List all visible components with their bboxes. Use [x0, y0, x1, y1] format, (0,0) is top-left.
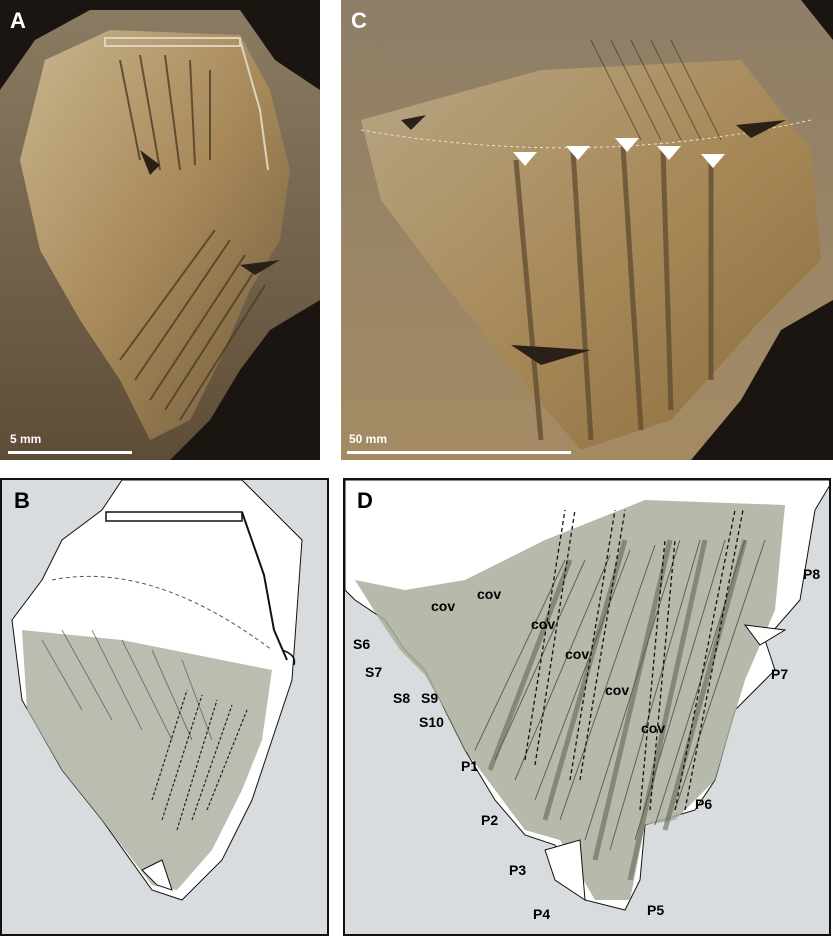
panel-b-feather-drawing [11, 480, 303, 901]
panel-c-fossil-image [341, 0, 833, 460]
label-p5: P5 [647, 902, 665, 918]
label-cov-6: cov [641, 720, 666, 736]
label-s9: S9 [421, 690, 439, 706]
panel-b-drawing: B [0, 478, 329, 936]
label-p1: P1 [461, 758, 479, 774]
label-s7: S7 [365, 664, 383, 680]
panel-b-letter: B [14, 488, 30, 513]
panel-a-scale-label: 5 mm [10, 432, 42, 446]
label-cov-5: cov [605, 682, 630, 698]
label-cov-1: cov [431, 598, 456, 614]
panel-a-letter: A [10, 8, 26, 33]
label-p8: P8 [803, 566, 821, 582]
panel-d-letter: D [357, 488, 373, 513]
panel-c-scale-label: 50 mm [349, 432, 388, 446]
label-s8: S8 [393, 690, 411, 706]
label-s10: S10 [419, 714, 444, 730]
label-cov-2: cov [477, 586, 502, 602]
panel-a-scale-bar [8, 451, 132, 454]
panel-a-fossil-image [0, 0, 320, 460]
panel-c-letter: C [351, 8, 367, 33]
label-s6: S6 [353, 636, 371, 652]
panel-d-feather-drawing [345, 480, 829, 911]
label-p6: P6 [695, 796, 713, 812]
panel-a-photo: A 5 mm [0, 0, 320, 460]
label-p3: P3 [509, 862, 527, 878]
panel-c-photo: C 50 mm [341, 0, 833, 460]
panel-c-scale-bar [347, 451, 571, 454]
label-p2: P2 [481, 812, 499, 828]
label-p7: P7 [771, 666, 789, 682]
label-p4: P4 [533, 906, 551, 922]
label-cov-3: cov [531, 616, 556, 632]
panel-d-drawing: D cov cov cov cov cov cov S6 S7 S8 S9 S1… [343, 478, 831, 936]
label-cov-4: cov [565, 646, 590, 662]
